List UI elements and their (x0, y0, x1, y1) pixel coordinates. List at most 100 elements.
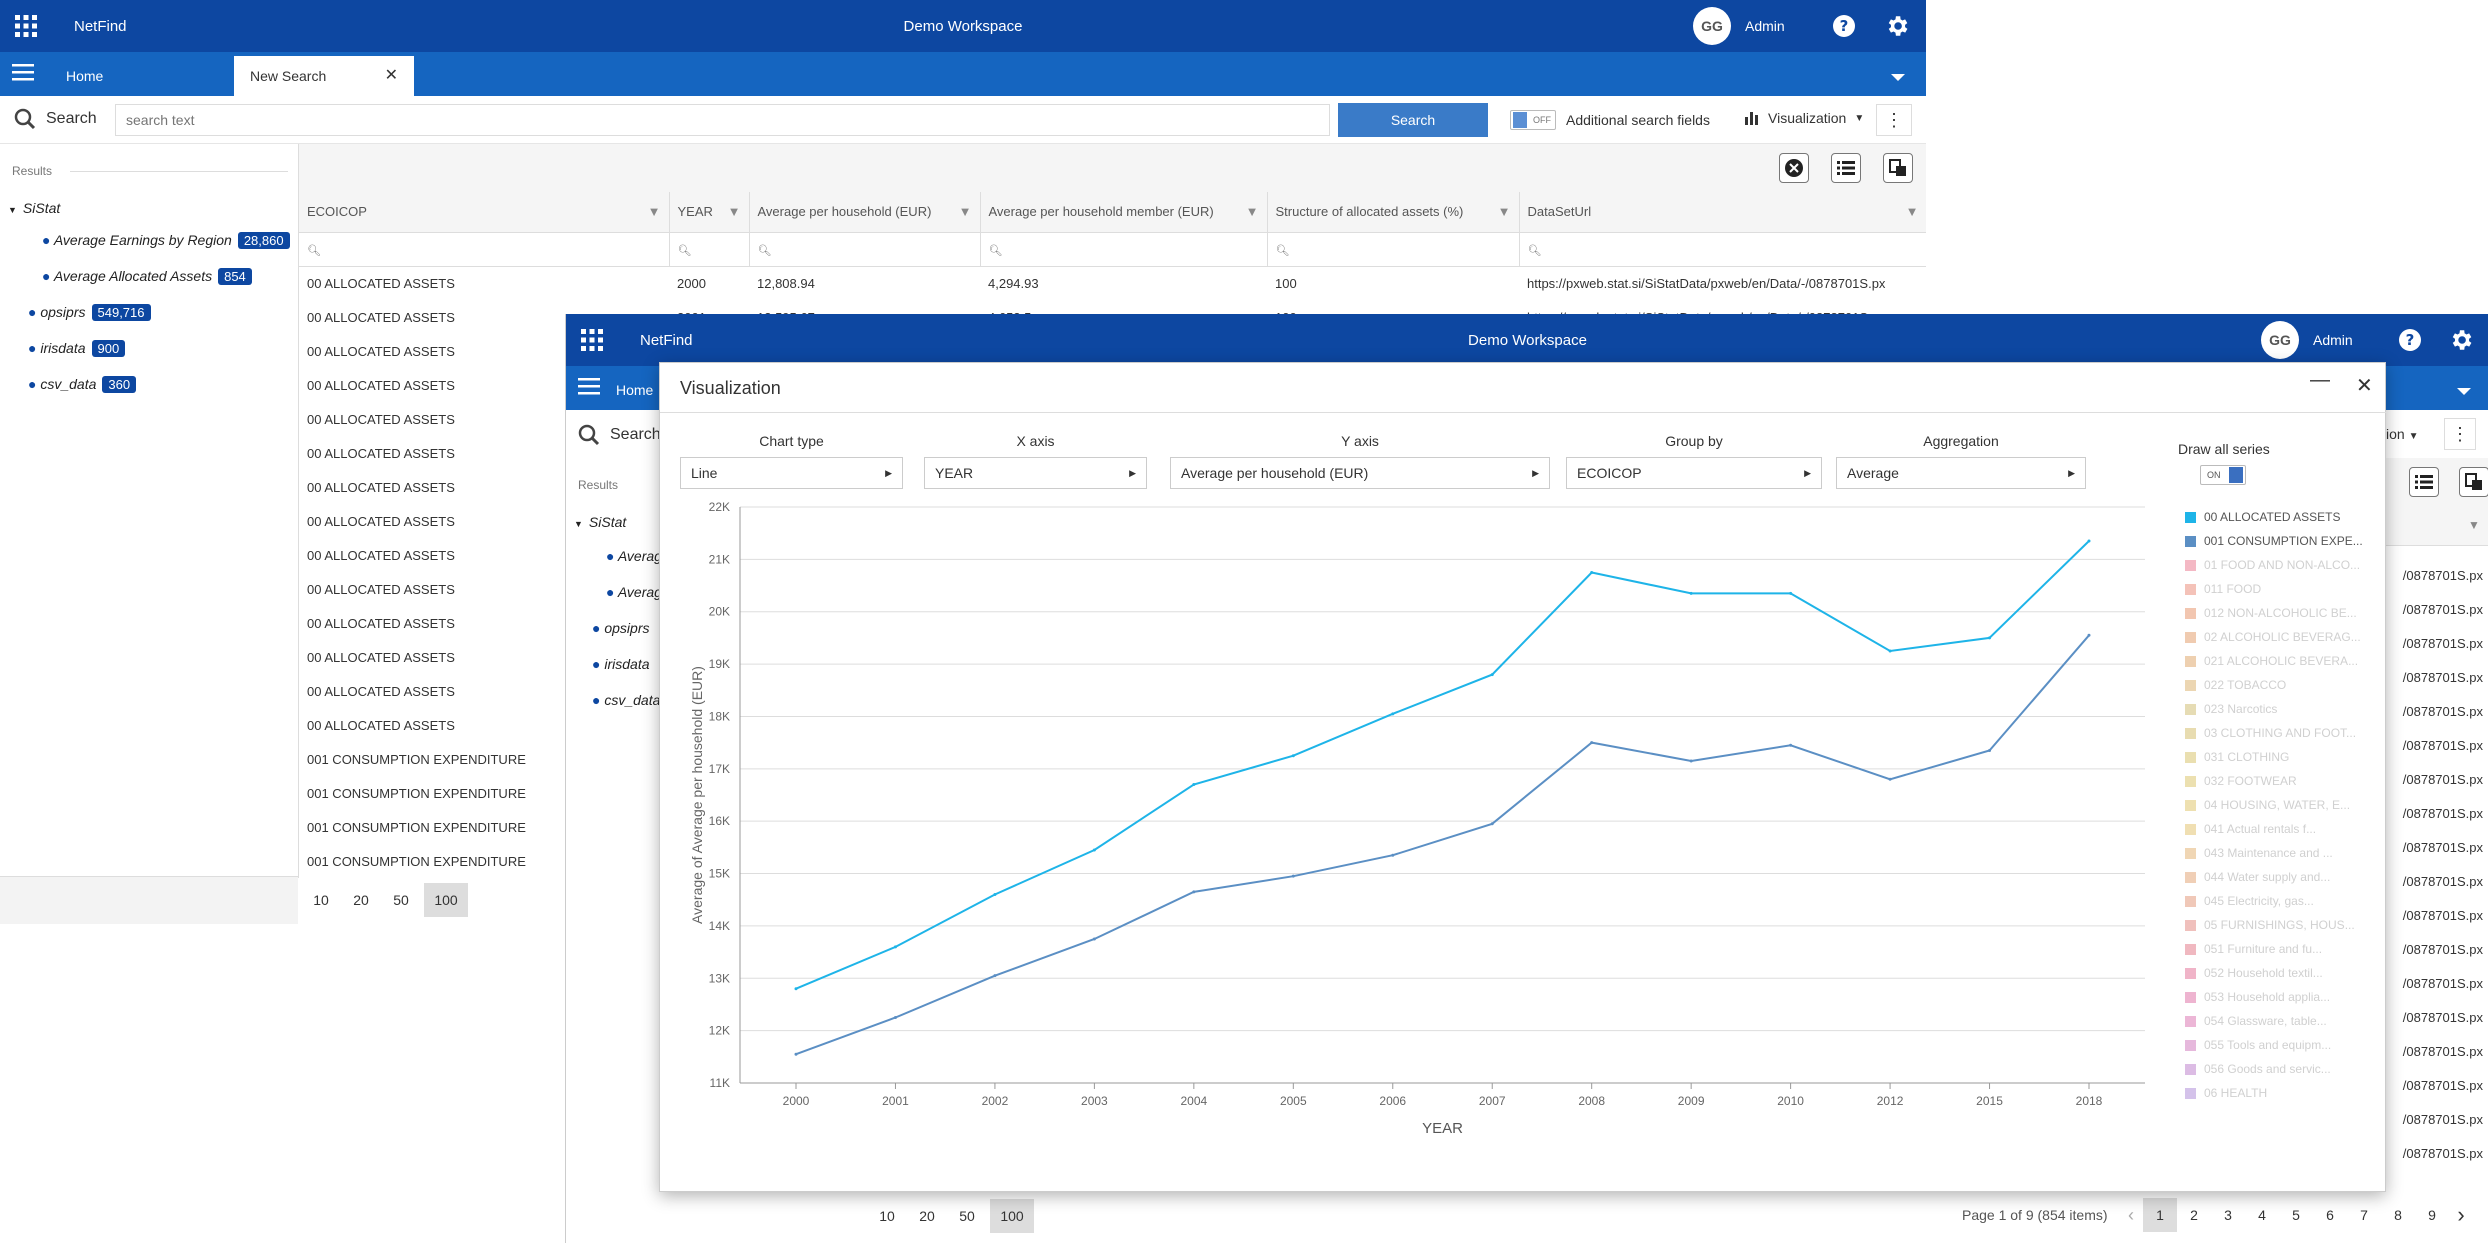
apps-grid-icon[interactable] (14, 14, 38, 43)
legend-item[interactable]: 031 CLOTHING (2185, 745, 2375, 769)
tree-item-average-earnings[interactable]: ● Averag (606, 548, 662, 564)
legend-item[interactable]: 045 Electricity, gas... (2185, 889, 2375, 913)
table-row[interactable]: 00 ALLOCATED ASSETS (299, 504, 1926, 538)
export-button[interactable] (1883, 153, 1913, 183)
table-row[interactable]: 00 ALLOCATED ASSETS (299, 572, 1926, 606)
legend-item[interactable]: 00 ALLOCATED ASSETS (2185, 505, 2375, 529)
table-row[interactable]: 00 ALLOCATED ASSETS (299, 640, 1926, 674)
page-4[interactable]: 4 (2258, 1207, 2266, 1223)
table-row[interactable]: 001 CONSUMPTION EXPENDITURE (299, 810, 1926, 844)
page-5[interactable]: 5 (2292, 1207, 2300, 1223)
prev-page-icon[interactable]: ‹ (2128, 1205, 2134, 1225)
legend-item[interactable]: 03 CLOTHING AND FOOT... (2185, 721, 2375, 745)
legend-item[interactable]: 044 Water supply and... (2185, 865, 2375, 889)
page-1[interactable]: 1 (2143, 1198, 2177, 1232)
column-header-avg-member[interactable]: Average per household member (EUR) ▼ (980, 192, 1268, 233)
filter-icon[interactable]: ▼ (1497, 204, 1511, 220)
y-axis-select[interactable]: Average per household (EUR) ▶ (1170, 457, 1550, 489)
filter-icon[interactable]: ▼ (647, 204, 661, 220)
filter-icon[interactable]: ▼ (2468, 518, 2480, 532)
column-header-dataset-url[interactable]: DataSetUrl ▼ (1519, 192, 1926, 233)
filter-icon[interactable]: ▼ (1245, 204, 1259, 220)
clear-filter-button[interactable] (1779, 153, 1809, 183)
legend-item[interactable]: 051 Furniture and fu... (2185, 937, 2375, 961)
filter-input-dataset-url[interactable]: 🔍︎ (1519, 232, 1926, 267)
legend-item[interactable]: 023 Narcotics (2185, 697, 2375, 721)
avatar[interactable]: GG (1693, 7, 1731, 45)
close-icon[interactable]: ✕ (384, 67, 398, 84)
column-header-structure[interactable]: Structure of allocated assets (%) ▼ (1267, 192, 1520, 233)
filter-input-avg-member[interactable]: 🔍︎ (980, 232, 1268, 267)
tree-item-irisdata[interactable]: ● irisdata (592, 656, 650, 672)
page-2[interactable]: 2 (2190, 1207, 2198, 1223)
tree-item-irisdata[interactable]: ● irisdata 900 (28, 340, 126, 357)
tree-item-csv-data[interactable]: ● csv_data 360 (28, 376, 137, 393)
tree-group-sistat[interactable]: ▼ SiStat (574, 514, 627, 530)
page-3[interactable]: 3 (2224, 1207, 2232, 1223)
tree-group-sistat[interactable]: ▼ SiStat (8, 200, 61, 216)
table-row[interactable]: 00 ALLOCATED ASSETS (299, 368, 1926, 402)
visualization-menu[interactable]: ion ▼ (2386, 426, 2419, 442)
legend-item[interactable]: 052 Household textil... (2185, 961, 2375, 985)
aggregation-select[interactable]: Average ▶ (1836, 457, 2086, 489)
x-axis-select[interactable]: YEAR ▶ (924, 457, 1147, 489)
chevron-down-icon[interactable] (1890, 70, 1906, 88)
table-row[interactable]: 00 ALLOCATED ASSETS (299, 334, 1926, 368)
legend-item[interactable]: 055 Tools and equipm... (2185, 1033, 2375, 1057)
legend-item[interactable]: 022 TOBACCO (2185, 673, 2375, 697)
search-button[interactable]: Search (1338, 103, 1488, 137)
page-size-10[interactable]: 10 (313, 892, 329, 908)
chart-type-select[interactable]: Line ▶ (680, 457, 903, 489)
column-header-ecoicop[interactable]: ECOICOP ▼ (299, 192, 670, 233)
page-size-20[interactable]: 20 (353, 892, 369, 908)
legend-item[interactable]: 04 HOUSING, WATER, E... (2185, 793, 2375, 817)
additional-fields-label[interactable]: Additional search fields (1566, 112, 1710, 128)
legend-item[interactable]: 012 NON-ALCOHOLIC BE... (2185, 601, 2375, 625)
additional-fields-toggle[interactable]: OFF (1510, 110, 1556, 130)
table-row[interactable]: 00 ALLOCATED ASSETS 2000 12,808.94 4,294.93… (299, 266, 1926, 300)
table-row[interactable]: 00 ALLOCATED ASSETS (299, 470, 1926, 504)
table-row[interactable]: 001 CONSUMPTION EXPENDITURE (299, 776, 1926, 810)
tree-item-average-allocated[interactable]: ● Averag (606, 584, 662, 600)
menu-icon[interactable] (12, 62, 34, 87)
legend-item[interactable]: 02 ALCOHOLIC BEVERAG... (2185, 625, 2375, 649)
gear-icon[interactable] (1884, 13, 1910, 44)
app-name[interactable]: NetFind (74, 18, 127, 35)
page-size-10[interactable]: 10 (879, 1208, 895, 1224)
page-size-20[interactable]: 20 (919, 1208, 935, 1224)
filter-icon[interactable]: ▼ (958, 204, 972, 220)
tree-item-csv-data[interactable]: ● csv_data (592, 692, 661, 708)
help-icon[interactable]: ? (2398, 328, 2422, 357)
legend-item[interactable]: 054 Glassware, table... (2185, 1009, 2375, 1033)
more-options-button[interactable]: ⋮ (1876, 104, 1912, 136)
filter-input-avg-household[interactable]: 🔍︎ (749, 232, 981, 267)
tab-home[interactable]: Home (616, 382, 654, 398)
page-6[interactable]: 6 (2326, 1207, 2334, 1223)
visualization-menu[interactable]: Visualization ▼ (1744, 110, 1864, 126)
tab-new-search[interactable]: New Search ✕ (234, 56, 414, 96)
table-row[interactable]: 00 ALLOCATED ASSETS (299, 708, 1926, 742)
filter-icon[interactable]: ▼ (727, 204, 741, 220)
next-page-icon[interactable]: › (2457, 1202, 2465, 1227)
avatar[interactable]: GG (2261, 321, 2299, 359)
apps-grid-icon[interactable] (580, 328, 604, 357)
legend-item[interactable]: 056 Goods and servic... (2185, 1057, 2375, 1081)
close-button[interactable]: ✕ (2356, 375, 2373, 397)
user-name[interactable]: Admin (1745, 18, 1785, 34)
table-row[interactable]: 00 ALLOCATED ASSETS (299, 674, 1926, 708)
legend-item[interactable]: 043 Maintenance and ... (2185, 841, 2375, 865)
filter-icon[interactable]: ▼ (1905, 204, 1919, 220)
app-name[interactable]: NetFind (640, 332, 693, 349)
page-size-50[interactable]: 50 (393, 892, 409, 908)
column-header-avg-household[interactable]: Average per household (EUR) ▼ (749, 192, 981, 233)
tree-item-opsiprs[interactable]: ● opsiprs 549,716 (28, 304, 151, 321)
table-row[interactable]: 001 CONSUMPTION EXPENDITURE (299, 742, 1926, 776)
page-size-100[interactable]: 100 (990, 1199, 1034, 1233)
tree-item-average-allocated[interactable]: ● Average Allocated Assets 854 (42, 268, 252, 285)
legend-item[interactable]: 01 FOOD AND NON-ALCO... (2185, 553, 2375, 577)
column-header-year[interactable]: YEAR ▼ (669, 192, 750, 233)
column-chooser-button[interactable] (2409, 467, 2439, 497)
table-row[interactable]: 001 CONSUMPTION EXPENDITURE (299, 844, 1926, 878)
table-row[interactable]: 00 ALLOCATED ASSETS (299, 402, 1926, 436)
page-9[interactable]: 9 (2428, 1207, 2436, 1223)
